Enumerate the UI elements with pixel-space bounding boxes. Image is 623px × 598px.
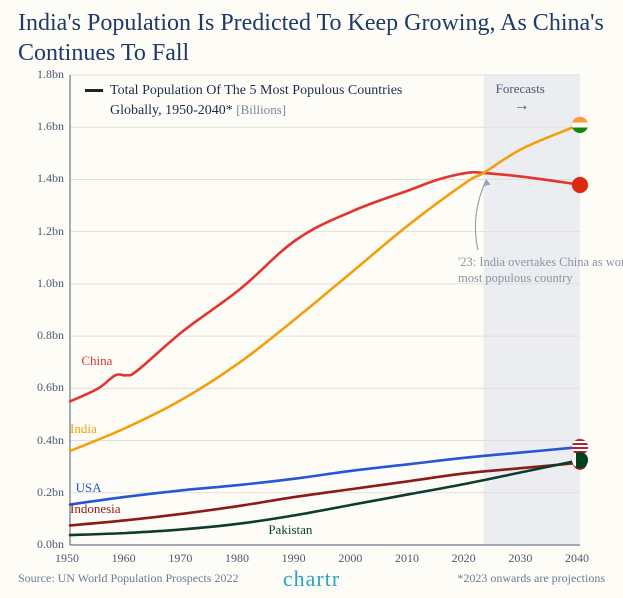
end-marker-india: [573, 118, 587, 132]
population-line-chart: [0, 0, 623, 598]
chartr-logo: chartr: [283, 566, 340, 592]
end-marker-pakistan: [573, 453, 587, 467]
end-marker-usa: [573, 440, 587, 454]
source-footnote: Source: UN World Population Prospects 20…: [18, 571, 238, 586]
end-marker-china: [573, 178, 587, 192]
projection-footnote: *2023 onwards are projections: [457, 571, 605, 586]
